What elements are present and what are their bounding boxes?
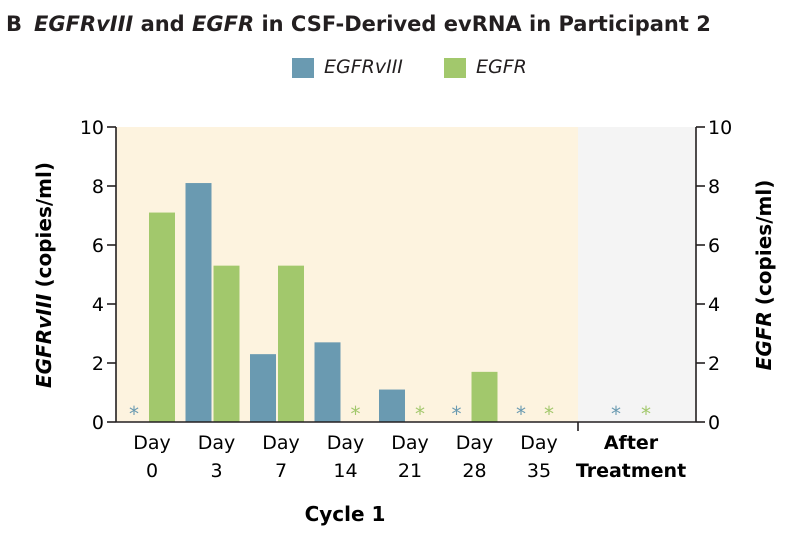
not-detected-marker-egfr-35: *	[544, 402, 554, 426]
y-axis-label-left-unit: (copies/ml)	[32, 162, 56, 288]
x-axis-label: Cycle 1	[305, 502, 386, 526]
after-treatment-background	[578, 127, 696, 422]
category-label-line1: Day	[262, 432, 300, 454]
not-detected-marker-egfrviii-treatment: *	[611, 402, 621, 426]
y-axis-label-right-gene: EGFR	[752, 311, 776, 370]
category-label-line1: After	[604, 432, 659, 454]
y-tick-label-left-0: 0	[92, 412, 104, 434]
category-label-0: Day 0	[133, 432, 171, 482]
not-detected-markers: * * * * * * * *	[129, 402, 651, 426]
category-label-line2: 35	[527, 460, 551, 482]
not-detected-marker-egfrviii-35: *	[516, 402, 526, 426]
y-tick-label-right-6: 6	[708, 235, 720, 257]
category-label-line2: 0	[146, 460, 158, 482]
category-label-line1: Day	[133, 432, 171, 454]
not-detected-marker-egfrviii-28: *	[452, 402, 462, 426]
category-label-3: Day 3	[198, 432, 236, 482]
y-axis-label-left-gene: EGFRvIII	[32, 293, 56, 388]
title-gene-1: EGFRvIII	[34, 12, 134, 36]
y-axis-label-right: EGFR (copies/ml)	[752, 180, 776, 371]
not-detected-marker-egfrviii-0: *	[129, 402, 139, 426]
bar-egfr-7	[278, 265, 304, 422]
category-label-14: Day 14	[327, 432, 365, 482]
title-and: and	[140, 12, 185, 36]
category-label-treatment: After Treatment	[576, 432, 686, 482]
chart-title: B EGFRvIII and EGFR in CSF-Derived evRNA …	[6, 12, 711, 36]
y-tick-label-left-2: 2	[92, 353, 104, 375]
legend-swatch-egfrviii	[292, 58, 314, 78]
not-detected-marker-egfr-treatment: *	[641, 402, 651, 426]
bar-egfrviii-14	[314, 342, 341, 422]
legend-label-egfr: EGFR	[476, 56, 527, 78]
bar-egfrviii-3	[185, 183, 212, 422]
category-label-7: Day 7	[262, 432, 300, 482]
bar-egfrviii-7	[250, 354, 276, 422]
bar-egfr-28	[471, 371, 498, 422]
tick-labels: 0 0 2 2 4 4 6 6 8 8 10 10	[80, 117, 732, 434]
category-label-line2: 3	[210, 460, 222, 482]
category-label-28: Day 28	[456, 432, 494, 482]
category-label-line2: 28	[462, 460, 486, 482]
legend-label-egfrviii: EGFRvIII	[324, 56, 403, 78]
legend-swatch-egfr	[444, 58, 466, 78]
bar-egfr-3	[213, 265, 240, 422]
bar-egfr-0	[149, 212, 175, 422]
not-detected-marker-egfr-14: *	[351, 402, 361, 426]
category-label-line1: Day	[456, 432, 494, 454]
y-tick-label-left-6: 6	[92, 235, 104, 257]
panel-label: B	[6, 12, 23, 36]
category-label-line1: Day	[520, 432, 558, 454]
y-tick-label-left-4: 4	[92, 294, 104, 316]
not-detected-marker-egfr-21: *	[415, 402, 425, 426]
y-tick-label-right-0: 0	[708, 412, 720, 434]
category-label-line1: Day	[198, 432, 236, 454]
axes	[107, 126, 705, 431]
category-label-35: Day 35	[520, 432, 558, 482]
title-rest: in CSF-Derived evRNA in Participant 2	[261, 12, 711, 36]
y-axis-label-left: EGFRvIII (copies/ml)	[32, 162, 56, 388]
category-label-line1: Day	[327, 432, 365, 454]
category-label-line2: 14	[333, 460, 357, 482]
y-axis-label-right-unit: (copies/ml)	[752, 180, 776, 306]
bars	[149, 183, 498, 422]
category-label-line2: 21	[398, 460, 422, 482]
bar-egfrviii-21	[379, 389, 405, 422]
y-tick-label-left-8: 8	[92, 176, 104, 198]
category-label-line2: 7	[275, 460, 287, 482]
y-tick-label-right-2: 2	[708, 353, 720, 375]
category-label-21: Day 21	[391, 432, 429, 482]
y-tick-label-right-4: 4	[708, 294, 720, 316]
title-gene-2: EGFR	[192, 12, 255, 36]
cycle-1-background	[116, 127, 578, 422]
category-label-line1: Day	[391, 432, 429, 454]
category-labels: Day 0 Day 3 Day 7 Day 14 Day 21 Day 28 Day 35 After Tre…	[133, 432, 686, 482]
category-label-line2: Treatment	[576, 460, 686, 482]
y-tick-label-right-10: 10	[708, 117, 732, 139]
y-tick-label-left-10: 10	[80, 117, 104, 139]
y-tick-label-right-8: 8	[708, 176, 720, 198]
